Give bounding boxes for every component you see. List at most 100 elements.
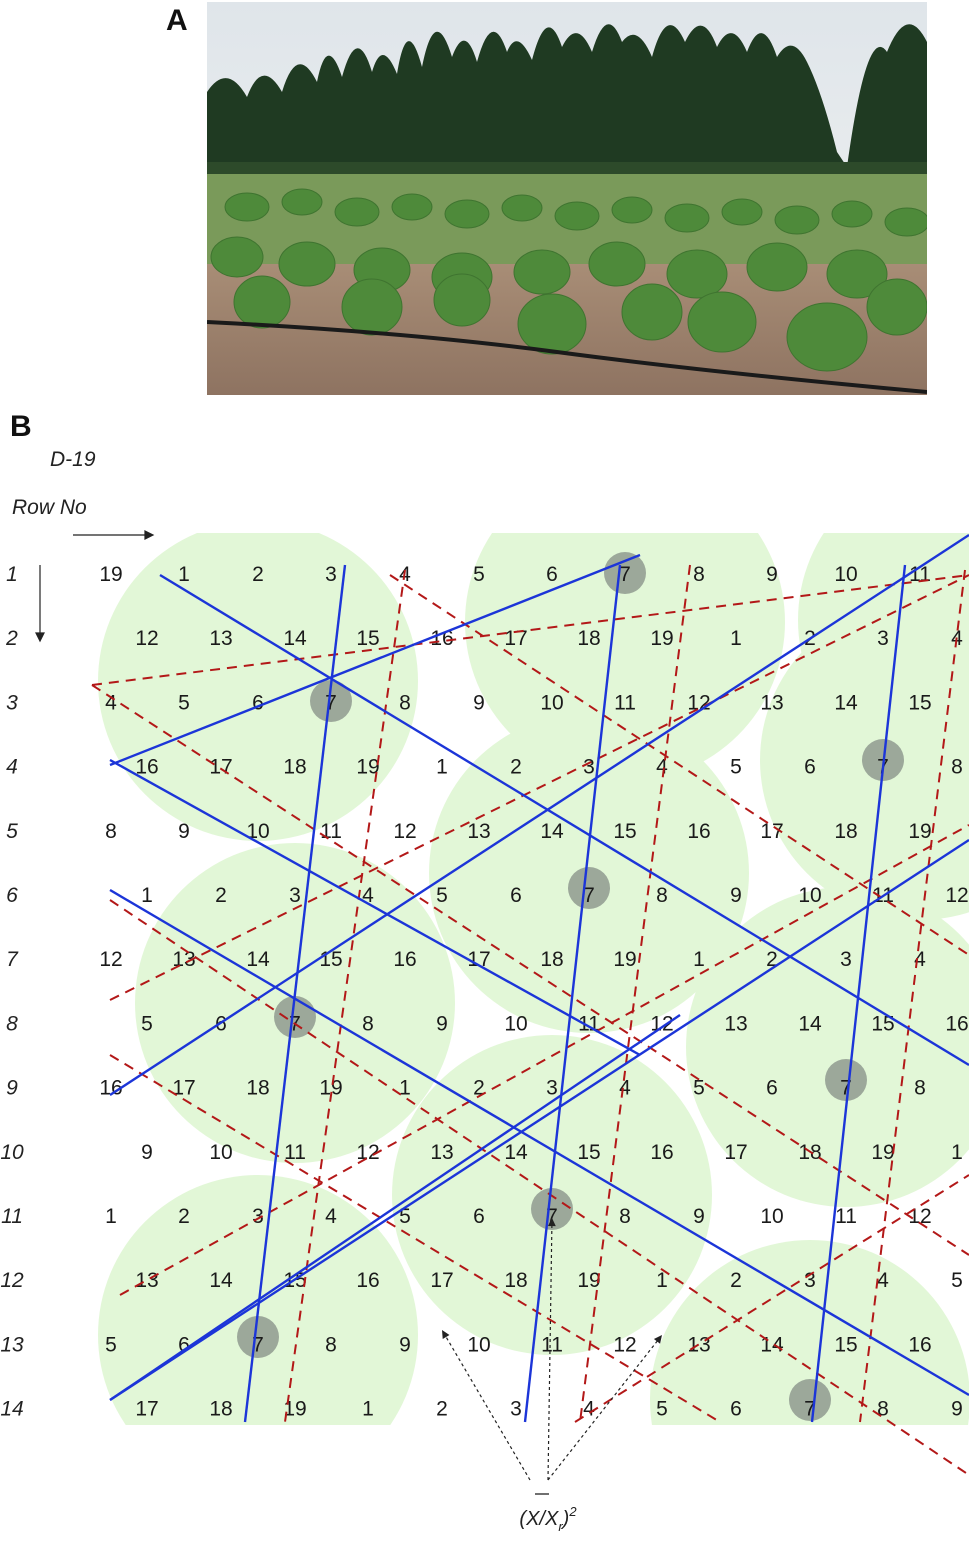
- entry-number: 15: [577, 1141, 600, 1164]
- entry-number: 19: [319, 1077, 342, 1100]
- entry-number: 10: [760, 1205, 783, 1228]
- entry-number: 16: [135, 756, 158, 779]
- entry-number: 15: [908, 691, 931, 714]
- entry-number: 14: [283, 627, 307, 650]
- entry-number: 4: [325, 1205, 337, 1228]
- hexagon-dashed-line: [389, 574, 969, 956]
- triangle-line: [523, 564, 622, 1423]
- entry-number: 18: [209, 1398, 232, 1421]
- hexagon-dashed-line: [109, 574, 969, 1001]
- entry-number: 1: [730, 627, 742, 650]
- check-plant-highlight: [604, 552, 646, 594]
- entry-number: 1: [399, 1077, 411, 1100]
- row-number: 1: [6, 563, 18, 586]
- competition-circle: [465, 525, 785, 782]
- honeycomb-design-diagram: 1912345678910111213141516171819123445678…: [0, 525, 969, 1543]
- entry-number: 16: [945, 1012, 968, 1035]
- entry-number: 2: [473, 1077, 485, 1100]
- entry-number: 12: [393, 820, 416, 843]
- triangle-lines: [109, 533, 969, 1423]
- entry-number: 11: [835, 1205, 857, 1228]
- entry-number: 4: [583, 1398, 595, 1421]
- row-number: 6: [6, 884, 18, 907]
- entry-number: 7: [619, 563, 631, 586]
- wheat-plants: [210, 188, 927, 372]
- entry-number: 1: [362, 1398, 374, 1421]
- entry-number: 10: [834, 563, 857, 586]
- formula-arrow: [547, 1334, 663, 1481]
- entry-number: 14: [540, 820, 564, 843]
- competition-circle: [798, 525, 969, 780]
- row-number: 3: [6, 691, 18, 714]
- entry-number: 5: [178, 691, 190, 714]
- entry-number: 13: [467, 820, 490, 843]
- entry-number: 15: [356, 627, 379, 650]
- entry-number: 5: [141, 1012, 153, 1035]
- entry-number: 4: [105, 691, 117, 714]
- panel-b-label: B: [10, 410, 32, 443]
- entry-number: 3: [840, 948, 852, 971]
- triangle-line: [243, 564, 347, 1423]
- entry-number: 19: [99, 563, 122, 586]
- check-plant-highlight: [789, 1379, 831, 1421]
- entry-number: 6: [804, 756, 816, 779]
- check-plant-highlight: [274, 996, 316, 1038]
- formula-arrowhead: [547, 1218, 556, 1227]
- entry-number: 2: [766, 948, 778, 971]
- entry-number: 3: [583, 756, 595, 779]
- entry-number: 17: [724, 1141, 747, 1164]
- hexagon-dashed-line: [109, 899, 969, 1476]
- entry-number: 8: [399, 691, 411, 714]
- check-plant-highlight: [237, 1316, 279, 1358]
- entry-number: 10: [467, 1333, 490, 1356]
- entry-number: 13: [135, 1269, 158, 1292]
- entry-number: 2: [436, 1398, 448, 1421]
- entry-number: 9: [473, 691, 485, 714]
- entry-number: 9: [766, 563, 778, 586]
- top-mask: [0, 525, 969, 533]
- hexagon-dashed-line: [579, 564, 691, 1423]
- entry-number: 7: [583, 884, 595, 907]
- panel-a-label: A: [166, 4, 188, 37]
- entry-number: 3: [289, 884, 301, 907]
- entry-number: 19: [908, 820, 931, 843]
- entry-number: 18: [540, 948, 563, 971]
- entry-number: 7: [840, 1077, 852, 1100]
- entry-number: 12: [135, 627, 158, 650]
- entry-number: 19: [613, 948, 636, 971]
- entry-number: 7: [804, 1398, 816, 1421]
- entry-number: 3: [325, 563, 337, 586]
- entry-number: 16: [356, 1269, 379, 1292]
- entry-number: 8: [325, 1333, 337, 1356]
- row-number: 4: [6, 756, 18, 779]
- triangle-line: [109, 1014, 681, 1401]
- row-number: 2: [5, 627, 18, 650]
- row-number: 7: [6, 948, 19, 971]
- hexagon-dashed-line: [91, 574, 969, 686]
- entry-number: 15: [834, 1333, 857, 1356]
- entry-numbers: 1912345678910111213141516171819123445678…: [99, 563, 968, 1421]
- hexagon-dashed-lines: [91, 564, 969, 1476]
- entry-number: 16: [393, 948, 416, 971]
- entry-number: 13: [430, 1141, 453, 1164]
- entry-number: 5: [951, 1269, 963, 1292]
- entry-number: 17: [467, 948, 490, 971]
- entry-number: 13: [209, 627, 232, 650]
- entry-number: 7: [252, 1333, 264, 1356]
- entry-number: 18: [834, 820, 857, 843]
- entry-number: 1: [693, 948, 705, 971]
- entry-number: 4: [877, 1269, 889, 1292]
- entry-number: 3: [804, 1269, 816, 1292]
- entry-number: 2: [730, 1269, 742, 1292]
- triangle-line: [109, 533, 969, 1097]
- entry-number: 12: [99, 948, 122, 971]
- row-number: 5: [6, 820, 18, 843]
- entry-number: 4: [656, 756, 668, 779]
- entry-number: 3: [252, 1205, 264, 1228]
- entry-number: 5: [399, 1205, 411, 1228]
- entry-number: 6: [546, 563, 558, 586]
- entry-number: 18: [504, 1269, 527, 1292]
- entry-number: 5: [436, 884, 448, 907]
- entry-number: 15: [871, 1012, 894, 1035]
